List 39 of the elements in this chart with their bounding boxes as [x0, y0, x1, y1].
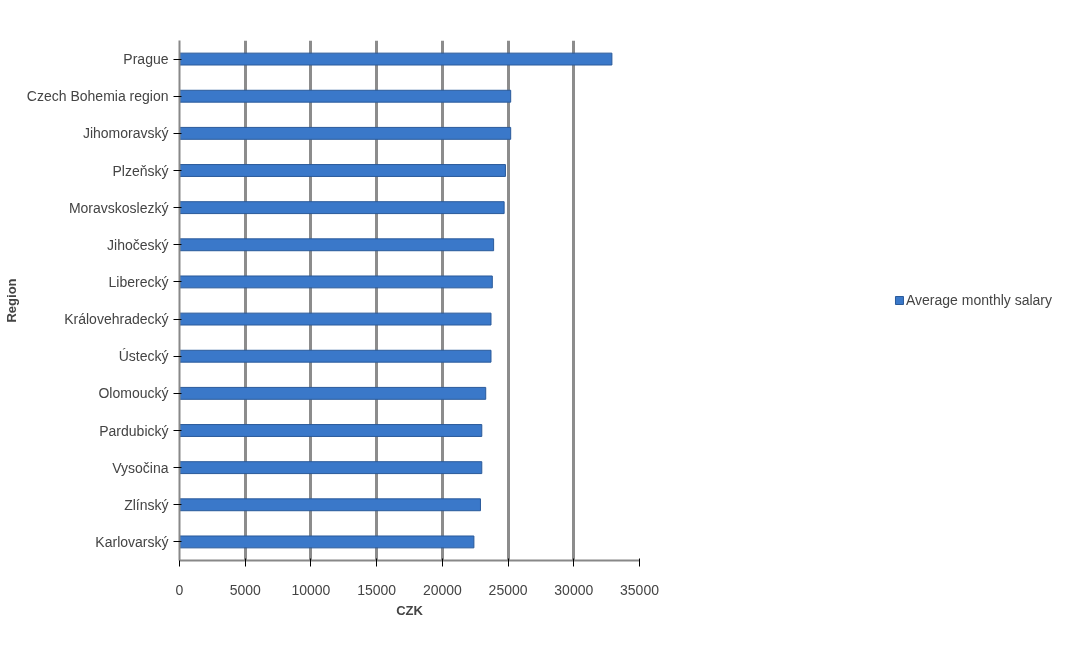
y-tick-label: Prague: [123, 51, 169, 68]
bar: [179, 201, 505, 215]
y-tick-label: Czech Bohemia region: [26, 88, 169, 105]
x-tick-label: 20000: [422, 581, 463, 598]
y-tick-label: Ústecký: [118, 348, 169, 365]
x-tick-label: 5000: [229, 581, 261, 598]
bar: [179, 89, 512, 103]
bar: [179, 126, 512, 140]
y-tick-label: Zlínský: [124, 496, 169, 513]
x-tick-label: 35000: [620, 581, 660, 598]
bar: [179, 424, 483, 437]
y-tick-label: Královehradecký: [64, 311, 169, 328]
x-tick-label: 15000: [357, 581, 397, 598]
bar: [179, 52, 613, 66]
x-tick-label: 0: [175, 581, 184, 598]
bar: [179, 535, 475, 549]
y-tick-label: Jihočeský: [107, 236, 169, 253]
bar: [179, 461, 483, 475]
x-tick-label: 30000: [554, 581, 594, 598]
y-tick-label: Jihomoravský: [82, 125, 169, 142]
y-tick-label: Liberecký: [108, 273, 169, 290]
y-axis-title: Region: [3, 278, 19, 323]
y-tick-label: Pardubický: [99, 422, 169, 439]
bar: [179, 312, 492, 326]
bar: [179, 386, 487, 400]
legend-label: Average monthly salary: [905, 292, 1053, 308]
x-tick-label: 10000: [291, 581, 331, 598]
bar: [179, 164, 506, 177]
bar: [179, 349, 492, 363]
bar: [179, 498, 481, 512]
bar: [179, 238, 495, 252]
y-tick-label: Moravskoslezký: [68, 199, 169, 216]
y-tick-label: Plzeňský: [112, 162, 169, 179]
bar: [179, 275, 493, 289]
y-tick-label: Vysočina: [112, 459, 169, 476]
y-tick-label: Karlovarský: [95, 533, 169, 550]
y-tick-label: Olomoucký: [98, 385, 169, 402]
x-axis-title: CZK: [396, 602, 424, 618]
x-tick-label: 25000: [488, 581, 528, 598]
